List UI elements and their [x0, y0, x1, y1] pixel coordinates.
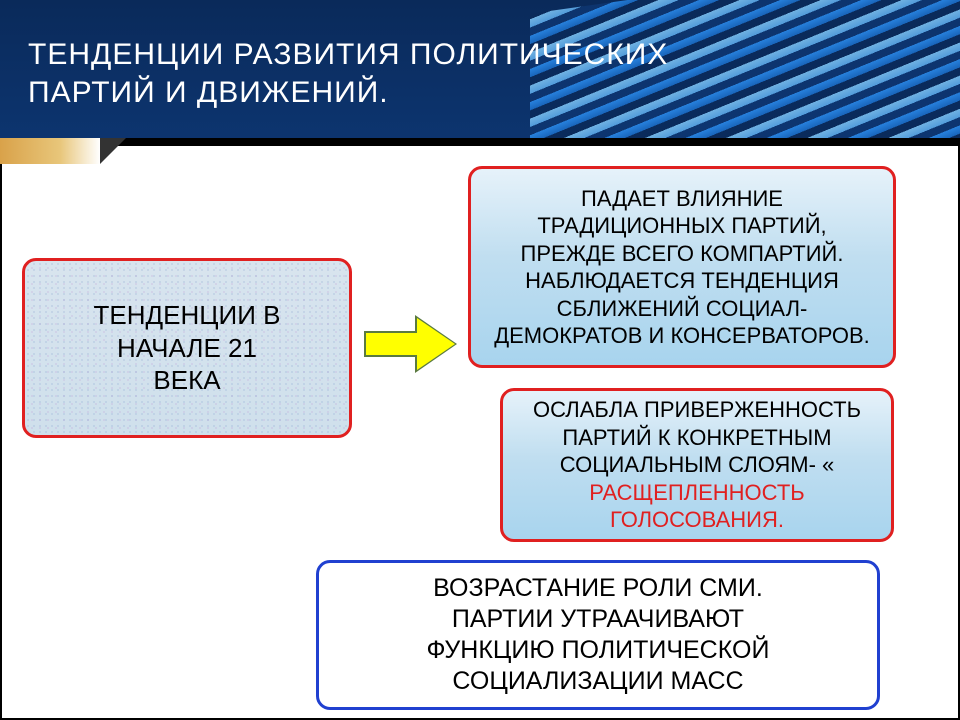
tr-line-5: СБЛИЖЕНИЙ СОЦИАЛ-	[557, 295, 808, 323]
slide-header: ТЕНДЕНЦИИ РАЗВИТИЯ ПОЛИТИЧЕСКИХ ПАРТИЙ И…	[0, 0, 960, 145]
tr-line-3: ПРЕЖДЕ ВСЕГО КОМПАРТИЙ.	[521, 240, 844, 268]
accent-corner	[100, 138, 126, 164]
box-media-role: ВОЗРАСТАНИЕ РОЛИ СМИ. ПАРТИИ УТРААЧИВАЮТ…	[316, 560, 880, 710]
box-social-layers: ОСЛАБЛА ПРИВЕРЖЕННОСТЬ ПАРТИЙ К КОНКРЕТН…	[500, 388, 894, 542]
mr-line-3: СОЦИАЛЬНЫМ СЛОЯМ- «	[560, 451, 835, 479]
mr-line-4: РАСЩЕПЛЕННОСТЬ	[589, 479, 804, 507]
title-line-2: ПАРТИЙ И ДВИЖЕНИЙ.	[28, 76, 389, 109]
tr-line-1: ПАДАЕТ ВЛИЯНИЕ	[581, 185, 783, 213]
title-line-1: ТЕНДЕНЦИИ РАЗВИТИЯ ПОЛИТИЧЕСКИХ	[28, 38, 668, 71]
b-line-4: СОЦИАЛИЗАЦИИ МАСС	[452, 666, 743, 697]
box-tendencies-source: ТЕНДЕНЦИИ В НАЧАЛЕ 21 ВЕКА	[22, 258, 352, 438]
mr-line-1: ОСЛАБЛА ПРИВЕРЖЕННОСТЬ	[533, 396, 861, 424]
left-box-line-2: НАЧАЛЕ 21	[117, 332, 257, 365]
b-line-3: ФУНКЦИЮ ПОЛИТИЧЕСКОЙ	[427, 635, 770, 666]
b-line-1: ВОЗРАСТАНИЕ РОЛИ СМИ.	[433, 573, 763, 604]
tr-line-4: НАБЛЮДАЕТСЯ ТЕНДЕНЦИЯ	[525, 267, 839, 295]
mr-line-2: ПАРТИЙ К КОНКРЕТНЫМ	[562, 424, 831, 452]
arrow-right-icon	[364, 318, 459, 370]
tr-line-2: ТРАДИЦИОННЫХ ПАРТИЙ,	[537, 212, 826, 240]
left-box-line-3: ВЕКА	[153, 364, 220, 397]
box-traditional-decline: ПАДАЕТ ВЛИЯНИЕ ТРАДИЦИОННЫХ ПАРТИЙ, ПРЕЖ…	[468, 166, 896, 368]
b-line-2: ПАРТИИ УТРААЧИВАЮТ	[452, 604, 744, 635]
accent-band	[0, 138, 100, 164]
slide-title: ТЕНДЕНЦИИ РАЗВИТИЯ ПОЛИТИЧЕСКИХ ПАРТИЙ И…	[28, 36, 668, 111]
mr-line-5: ГОЛОСОВАНИЯ.	[610, 506, 784, 534]
header-divider	[0, 138, 960, 146]
left-box-line-1: ТЕНДЕНЦИИ В	[94, 299, 281, 332]
tr-line-6: ДЕМОКРАТОВ И КОНСЕРВАТОРОВ.	[494, 322, 870, 350]
